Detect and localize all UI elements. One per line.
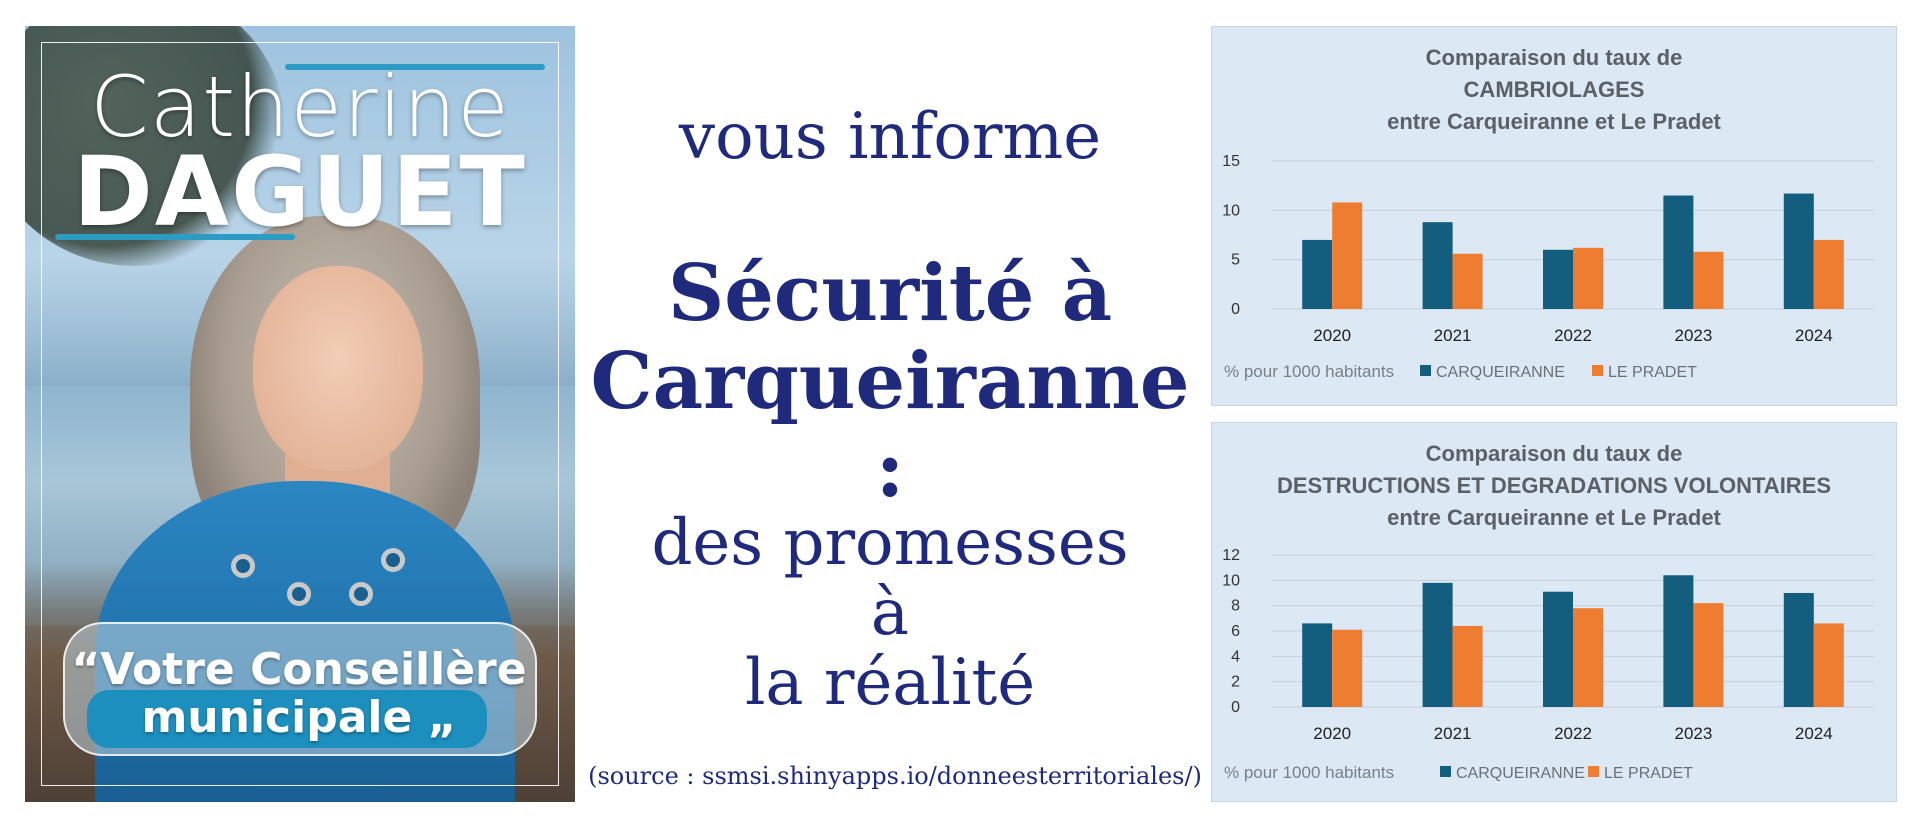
bar-le-pradet <box>1693 251 1724 309</box>
promise-text: des promesses à la réalité <box>580 508 1200 718</box>
chart-card-degradations: Comparaison du taux de DESTRUCTIONS ET DE… <box>1211 422 1897 802</box>
tagline-text: “Votre Conseillère municipale „ <box>59 646 539 742</box>
bar-le-pradet <box>1813 239 1844 309</box>
bar-carqueiranne <box>1663 195 1694 309</box>
x-tick-label: 2022 <box>1554 724 1592 743</box>
y-tick-label: 5 <box>1231 252 1240 269</box>
legend-swatch <box>1440 766 1451 777</box>
chart-title-line: DESTRUCTIONS ET DEGRADATIONS VOLONTAIRES <box>1277 473 1831 498</box>
chart-degradations: Comparaison du taux de DESTRUCTIONS ET DE… <box>1222 441 1874 782</box>
bar-carqueiranne <box>1422 582 1453 707</box>
promise-line1: des promesses <box>651 506 1129 580</box>
y-tick-label: 6 <box>1231 623 1240 640</box>
legend-label: CARQUEIRANNE <box>1456 765 1585 782</box>
dress-eyelet <box>381 548 405 572</box>
accent-swoosh <box>55 234 295 240</box>
y-tick-label: 4 <box>1231 648 1240 665</box>
x-tick-label: 2020 <box>1313 724 1351 743</box>
portrait-face <box>253 266 423 471</box>
unit-note: % pour 1000 habitants <box>1224 362 1394 381</box>
bar-carqueiranne <box>1302 623 1333 707</box>
y-tick-label: 0 <box>1231 699 1240 716</box>
bar-le-pradet <box>1813 623 1844 707</box>
candidate-first-name: Catherine <box>90 58 510 156</box>
headline: Sécurité à Carqueiranne : <box>580 250 1200 514</box>
bar-carqueiranne <box>1543 591 1573 707</box>
headline-line1: Sécurité à <box>667 248 1113 339</box>
legend-swatch <box>1420 365 1431 376</box>
bar-le-pradet <box>1452 625 1483 707</box>
bar-carqueiranne <box>1543 249 1573 309</box>
source-citation: (source : ssmsi.shinyapps.io/donneesterr… <box>588 762 1202 790</box>
unit-note: % pour 1000 habitants <box>1224 763 1394 782</box>
bar-le-pradet <box>1452 253 1483 309</box>
legend-label: LE PRADET <box>1604 765 1693 782</box>
y-tick-label: 12 <box>1222 547 1240 564</box>
bar-carqueiranne <box>1783 593 1814 707</box>
chart-title-line: Comparaison du taux de <box>1426 45 1683 70</box>
x-tick-label: 2023 <box>1674 724 1712 743</box>
bar-le-pradet <box>1332 202 1363 309</box>
chart-cambriolages: Comparaison du taux de CAMBRIOLAGES entre … <box>1222 45 1874 381</box>
y-tick-label: 10 <box>1222 572 1240 589</box>
bar-le-pradet <box>1693 603 1724 707</box>
x-tick-label: 2024 <box>1795 724 1833 743</box>
intro-text: vous informe <box>678 100 1102 174</box>
chart-title-line: entre Carqueiranne et Le Pradet <box>1387 109 1721 134</box>
headline-line2: Carqueiranne : <box>590 336 1190 515</box>
accent-swoosh <box>285 64 545 70</box>
bar-le-pradet <box>1573 247 1603 309</box>
bar-le-pradet <box>1573 608 1603 707</box>
y-tick-label: 2 <box>1231 674 1240 691</box>
y-tick-label: 0 <box>1231 301 1240 318</box>
x-tick-label: 2023 <box>1674 326 1712 345</box>
bar-carqueiranne <box>1663 575 1694 707</box>
chart-card-cambriolages: Comparaison du taux de CAMBRIOLAGES entre … <box>1211 26 1897 406</box>
promise-line2: à <box>870 576 910 650</box>
bar-carqueiranne <box>1783 193 1814 309</box>
legend-swatch <box>1588 766 1599 777</box>
chart-title-line: Comparaison du taux de <box>1426 441 1683 466</box>
tagline-line1: “Votre Conseillère <box>71 644 527 695</box>
tagline-band <box>87 690 487 748</box>
y-tick-label: 8 <box>1231 598 1240 615</box>
bar-carqueiranne <box>1302 239 1333 309</box>
legend-swatch <box>1592 365 1603 376</box>
bar-carqueiranne <box>1422 222 1453 309</box>
chart-title-line: CAMBRIOLAGES <box>1464 77 1645 102</box>
promise-line3: la réalité <box>744 646 1036 720</box>
y-tick-label: 15 <box>1222 153 1240 170</box>
x-tick-label: 2022 <box>1554 326 1592 345</box>
legend-label: LE PRADET <box>1608 364 1697 381</box>
dress-eyelet <box>349 582 373 606</box>
bar-le-pradet <box>1332 629 1363 707</box>
tagline-line2: municipale „ <box>141 692 457 743</box>
x-tick-label: 2024 <box>1795 326 1833 345</box>
y-tick-label: 10 <box>1222 202 1240 219</box>
dress-eyelet <box>287 582 311 606</box>
candidate-poster: Catherine DAGUET “Votre Conseillère muni… <box>25 26 575 802</box>
dress-eyelet <box>231 554 255 578</box>
x-tick-label: 2021 <box>1434 326 1472 345</box>
poster-frame <box>41 42 559 786</box>
candidate-last-name: DAGUET <box>73 136 527 248</box>
x-tick-label: 2020 <box>1313 326 1351 345</box>
chart-title-line: entre Carqueiranne et Le Pradet <box>1387 505 1721 530</box>
legend-label: CARQUEIRANNE <box>1436 364 1565 381</box>
x-tick-label: 2021 <box>1434 724 1472 743</box>
